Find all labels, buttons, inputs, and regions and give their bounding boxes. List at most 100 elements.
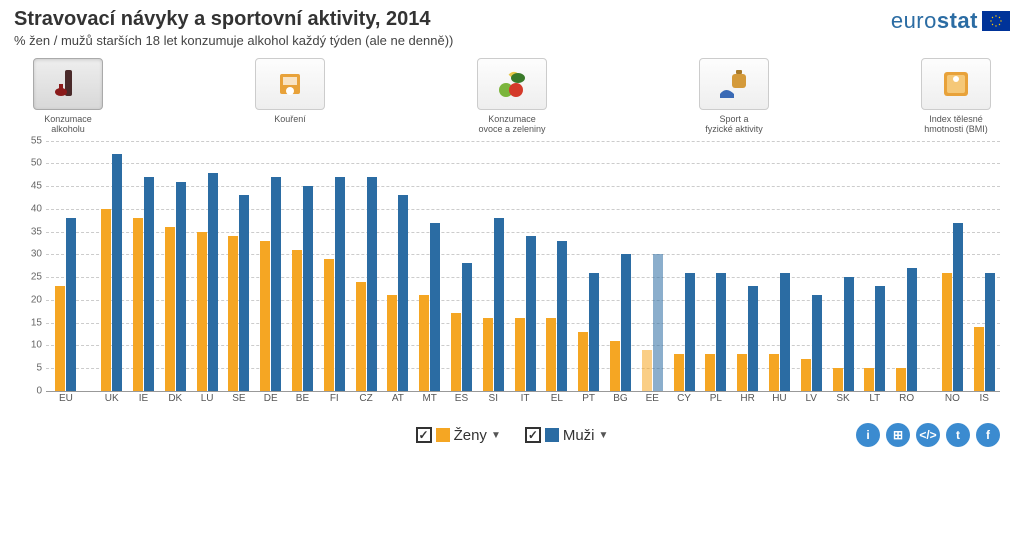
bar-women[interactable] bbox=[642, 350, 652, 391]
social-button[interactable]: f bbox=[976, 423, 1000, 447]
bar-men[interactable] bbox=[66, 218, 76, 391]
social-button[interactable]: </> bbox=[916, 423, 940, 447]
bar-group bbox=[541, 141, 573, 391]
bar-group bbox=[509, 141, 541, 391]
category-label: Konzumacealkoholu bbox=[20, 114, 116, 135]
title-block: Stravovací návyky a sportovní aktivity, … bbox=[14, 8, 453, 48]
bar-women[interactable] bbox=[705, 354, 715, 390]
bar-group bbox=[382, 141, 414, 391]
bar-women[interactable] bbox=[292, 250, 302, 391]
bar-women[interactable] bbox=[197, 232, 207, 391]
bar-men[interactable] bbox=[144, 177, 154, 391]
social-button[interactable]: i bbox=[856, 423, 880, 447]
y-tick-label: 15 bbox=[31, 317, 42, 328]
bar-men[interactable] bbox=[398, 195, 408, 390]
bar-women[interactable] bbox=[896, 368, 906, 391]
x-tick-label: SE bbox=[223, 393, 255, 411]
bar-men[interactable] bbox=[844, 277, 854, 391]
bar-men[interactable] bbox=[685, 273, 695, 391]
x-tick-label: SI bbox=[477, 393, 509, 411]
legend-women[interactable]: ✓ Ženy ▼ bbox=[416, 427, 501, 444]
bar-men[interactable] bbox=[271, 177, 281, 391]
bar-men[interactable] bbox=[239, 195, 249, 390]
bar-men[interactable] bbox=[303, 186, 313, 391]
bar-men[interactable] bbox=[208, 173, 218, 391]
bar-men[interactable] bbox=[716, 273, 726, 391]
bar-women[interactable] bbox=[769, 354, 779, 390]
category-tab[interactable]: Konzumacealkoholu bbox=[20, 58, 116, 135]
x-tick-label: CZ bbox=[350, 393, 382, 411]
bar-women[interactable] bbox=[610, 341, 620, 391]
bar-group bbox=[968, 141, 1000, 391]
logo-text-light: euro bbox=[891, 8, 937, 33]
bar-women[interactable] bbox=[801, 359, 811, 391]
bar-women[interactable] bbox=[165, 227, 175, 391]
bar-men[interactable] bbox=[875, 286, 885, 391]
bar-women[interactable] bbox=[260, 241, 270, 391]
bar-women[interactable] bbox=[674, 354, 684, 390]
x-tick-label: LU bbox=[191, 393, 223, 411]
bar-women[interactable] bbox=[546, 318, 556, 391]
bar-women[interactable] bbox=[101, 209, 111, 391]
bar-men[interactable] bbox=[653, 254, 663, 390]
bar-men[interactable] bbox=[430, 223, 440, 391]
bar-men[interactable] bbox=[112, 154, 122, 390]
bar-group bbox=[827, 141, 859, 391]
bar-group bbox=[668, 141, 700, 391]
category-tab[interactable]: Sport afyzické aktivity bbox=[686, 58, 782, 135]
bar-women[interactable] bbox=[324, 259, 334, 391]
bar-men[interactable] bbox=[526, 236, 536, 391]
bar-men[interactable] bbox=[812, 295, 822, 390]
bar-women[interactable] bbox=[737, 354, 747, 390]
bar-group bbox=[477, 141, 509, 391]
bar-women[interactable] bbox=[133, 218, 143, 391]
bar-group bbox=[350, 141, 382, 391]
category-tab[interactable]: Index tělesnéhmotnosti (BMI) bbox=[908, 58, 1004, 135]
bar-group bbox=[859, 141, 891, 391]
legend-men-label: Muži bbox=[563, 427, 595, 444]
bar-women[interactable] bbox=[387, 295, 397, 390]
bar-men[interactable] bbox=[589, 273, 599, 391]
bar-women[interactable] bbox=[864, 368, 874, 391]
category-tab[interactable]: Konzumaceovoce a zeleniny bbox=[464, 58, 560, 135]
bar-group bbox=[255, 141, 287, 391]
y-tick-label: 0 bbox=[36, 385, 42, 396]
eu-flag-icon bbox=[982, 11, 1010, 31]
bar-women[interactable] bbox=[515, 318, 525, 391]
bar-women[interactable] bbox=[578, 332, 588, 391]
bar-men[interactable] bbox=[494, 218, 504, 391]
subtitle: % žen / mužů starších 18 let konzumuje a… bbox=[14, 33, 453, 48]
x-tick-label: BG bbox=[605, 393, 637, 411]
social-button[interactable]: t bbox=[946, 423, 970, 447]
bar-men[interactable] bbox=[621, 254, 631, 390]
bar-men[interactable] bbox=[367, 177, 377, 391]
bar-men[interactable] bbox=[335, 177, 345, 391]
x-tick-label: RO bbox=[891, 393, 923, 411]
bar-men[interactable] bbox=[780, 273, 790, 391]
bar-women[interactable] bbox=[974, 327, 984, 391]
bar-women[interactable] bbox=[451, 313, 461, 390]
bar-men[interactable] bbox=[985, 273, 995, 391]
bar-women[interactable] bbox=[356, 282, 366, 391]
legend-men[interactable]: ✓ Muži ▼ bbox=[525, 427, 609, 444]
bar-women[interactable] bbox=[419, 295, 429, 390]
bar-men[interactable] bbox=[557, 241, 567, 391]
bar-group bbox=[636, 141, 668, 391]
bar-men[interactable] bbox=[907, 268, 917, 391]
page-title: Stravovací návyky a sportovní aktivity, … bbox=[14, 8, 453, 31]
social-buttons: i⊞</>tf bbox=[856, 423, 1000, 447]
category-label: Index tělesnéhmotnosti (BMI) bbox=[908, 114, 1004, 135]
bar-women[interactable] bbox=[833, 368, 843, 391]
bar-men[interactable] bbox=[462, 263, 472, 390]
bar-men[interactable] bbox=[953, 223, 963, 391]
bar-group bbox=[891, 141, 923, 391]
eurostat-logo: eurostat bbox=[891, 8, 1010, 34]
bar-men[interactable] bbox=[748, 286, 758, 391]
bar-women[interactable] bbox=[942, 273, 952, 391]
social-button[interactable]: ⊞ bbox=[886, 423, 910, 447]
bar-women[interactable] bbox=[55, 286, 65, 391]
bar-women[interactable] bbox=[483, 318, 493, 391]
bar-men[interactable] bbox=[176, 182, 186, 391]
category-tab[interactable]: Kouření bbox=[242, 58, 338, 135]
bar-women[interactable] bbox=[228, 236, 238, 391]
